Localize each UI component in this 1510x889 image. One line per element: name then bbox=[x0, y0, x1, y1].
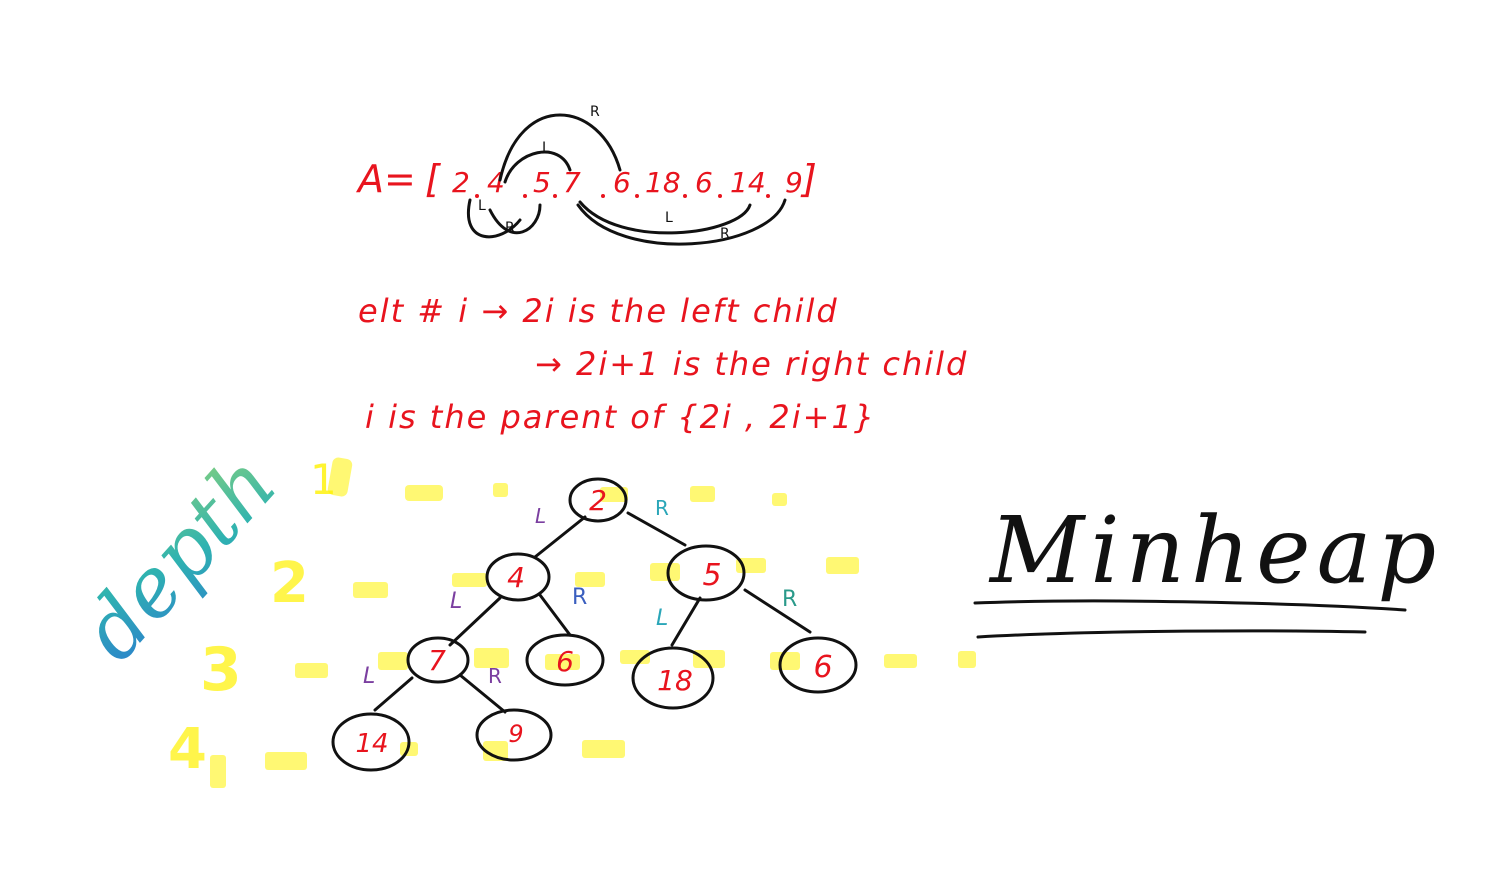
rule-line-2: → 2i+1 is the right child bbox=[535, 345, 968, 383]
arc-top-right bbox=[498, 113, 622, 182]
depth-number-4: 4 bbox=[168, 717, 207, 782]
array-value: 14 bbox=[730, 166, 766, 199]
array-prefix: A= bbox=[355, 157, 416, 201]
edge-label-left: L bbox=[535, 504, 546, 528]
array-value: 6 bbox=[613, 166, 631, 199]
array-value: 5 bbox=[533, 166, 551, 199]
arc-label: L bbox=[478, 198, 486, 214]
edge-label-right: R bbox=[782, 587, 797, 612]
title-underline-2 bbox=[976, 629, 1367, 639]
edge-label-right: R bbox=[488, 664, 502, 688]
tree-node: 4 bbox=[485, 552, 551, 602]
tree-edge bbox=[373, 676, 414, 712]
array-value: 9 bbox=[785, 166, 803, 199]
tree-edge bbox=[458, 673, 507, 714]
tree-node: 7 bbox=[406, 636, 470, 684]
tree-node: 6 bbox=[778, 636, 858, 694]
depth-number-1: 1 bbox=[310, 455, 337, 504]
tree-node: 14 bbox=[331, 712, 411, 772]
tree-node: 5 bbox=[666, 544, 746, 602]
depth-numbers: 1 2 3 4 bbox=[168, 455, 337, 782]
tree-node: 9 bbox=[475, 708, 553, 762]
arc-bottom-right bbox=[488, 203, 542, 235]
node-value: 6 bbox=[813, 650, 832, 685]
tree-edge bbox=[448, 596, 502, 647]
edge-label-left: L bbox=[363, 664, 375, 689]
tree-edge bbox=[533, 515, 587, 559]
node-value: 6 bbox=[556, 645, 574, 678]
depth-highlight-strokes bbox=[210, 457, 976, 788]
arc-top-left bbox=[503, 150, 572, 184]
node-value: 18 bbox=[657, 664, 693, 697]
arc-bottom-left bbox=[466, 198, 522, 239]
depth-number-3: 3 bbox=[200, 635, 242, 705]
node-value: 14 bbox=[355, 729, 388, 759]
edge-label-left: L bbox=[656, 606, 668, 631]
array-value: 2 bbox=[452, 166, 470, 199]
title-minheap: Minheap bbox=[988, 497, 1442, 604]
arc-label: R bbox=[590, 104, 600, 120]
tree-edge bbox=[743, 588, 812, 634]
rule-line-3: i is the parent of {2i , 2i+1} bbox=[365, 398, 876, 436]
node-value: 7 bbox=[428, 644, 446, 677]
arc-label: R bbox=[720, 226, 730, 242]
arc-label: L bbox=[665, 210, 673, 226]
node-value: 5 bbox=[702, 558, 721, 593]
array-commas bbox=[475, 194, 770, 198]
tree-edge bbox=[670, 596, 702, 647]
node-value: 9 bbox=[508, 720, 523, 748]
tree-edge bbox=[626, 511, 687, 547]
tree-node: 18 bbox=[631, 646, 715, 710]
array-value: 18 bbox=[645, 166, 681, 199]
node-value: 2 bbox=[589, 484, 607, 517]
depth-number-2: 2 bbox=[270, 551, 309, 616]
rule-line-1: elt # i → 2i is the left child bbox=[358, 292, 839, 330]
array-open-bracket: [ bbox=[425, 157, 441, 201]
edge-label-right: R bbox=[572, 585, 587, 610]
minheap-tree: L R L R L R L R 2 4 5 7 6 18 bbox=[331, 477, 858, 772]
tree-edge bbox=[538, 593, 572, 637]
array-definition: A= [ 2 4 5 7 6 18 6 14 9 ] R L L R L R bbox=[355, 104, 817, 246]
heap-index-rules: elt # i → 2i is the left child → 2i+1 is… bbox=[358, 292, 968, 436]
title-underline-1 bbox=[973, 599, 1407, 612]
edge-label-left: L bbox=[450, 589, 462, 614]
arc-label: R bbox=[505, 220, 515, 236]
arc-right-left bbox=[578, 200, 752, 235]
array-value: 7 bbox=[563, 166, 581, 199]
node-value: 4 bbox=[507, 561, 525, 594]
array-close-bracket: ] bbox=[800, 157, 817, 201]
edge-label-right: R bbox=[655, 496, 669, 520]
array-value: 6 bbox=[695, 166, 713, 199]
arc-right-right bbox=[576, 198, 787, 246]
tree-node: 6 bbox=[525, 633, 605, 687]
arc-label: L bbox=[542, 140, 550, 156]
tree-node: 2 bbox=[568, 477, 628, 523]
depth-label: depth bbox=[64, 437, 295, 678]
